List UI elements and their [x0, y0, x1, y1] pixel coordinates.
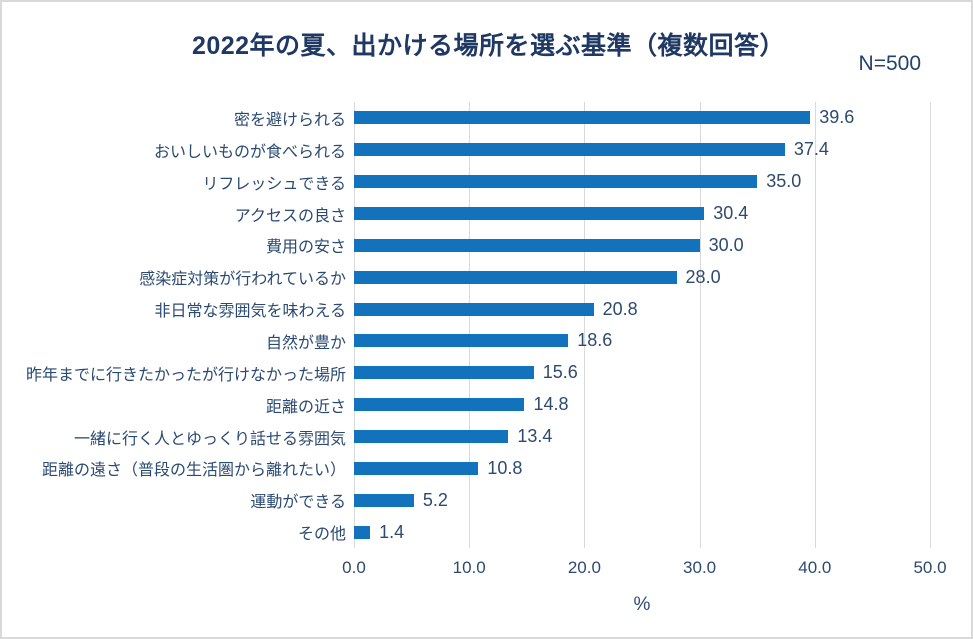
value-label: 39.6	[819, 107, 855, 128]
chart-title: 2022年の夏、出かける場所を選ぶ基準（複数回答）	[191, 32, 786, 60]
bar-track: 39.6	[354, 102, 971, 134]
value-label: 30.0	[708, 234, 744, 255]
category-label: その他	[297, 526, 346, 544]
value-label: 37.4	[793, 139, 829, 160]
bar-row: 距離の遠さ（普段の生活圏から離れたい） 10.8	[2, 452, 971, 484]
x-tick-label: 50.0	[913, 558, 947, 577]
value-label: 15.6	[542, 362, 578, 383]
bar-row: おいしいものが食べられる 37.4	[2, 134, 971, 166]
value-label: 18.6	[577, 330, 613, 351]
bar-row: 非日常な雰囲気を味わえる 20.8	[2, 293, 971, 325]
bar-track: 13.4	[354, 421, 971, 453]
bar	[354, 302, 594, 316]
bar	[354, 461, 479, 475]
bar-row: その他 1.4	[2, 516, 971, 548]
category-label: アクセスの良さ	[234, 207, 346, 225]
category-label: 費用の安さ	[265, 239, 346, 257]
bar-track: 14.8	[354, 389, 971, 421]
x-axis-ticks: 0.0 10.0 20.0 30.0 40.0 50.0	[342, 558, 946, 580]
bar-track: 5.2	[354, 484, 971, 516]
bar-track: 30.0	[354, 229, 971, 261]
bar-row: 一緒に行く人とゆっくり話せる雰囲気 13.4	[2, 421, 971, 453]
bar-track: 1.4	[354, 516, 971, 548]
x-tick-label: 10.0	[452, 558, 486, 577]
gridline	[354, 102, 355, 548]
x-tick-label: 30.0	[683, 558, 717, 577]
bar-track: 28.0	[354, 261, 971, 293]
bar	[354, 270, 677, 284]
category-label: 非日常な雰囲気を味わえる	[154, 303, 346, 321]
bar-row: 自然が豊か 18.6	[2, 325, 971, 357]
bar-row: 運動ができる 5.2	[2, 484, 971, 516]
bar-row: 昨年までに行きたかったが行けなかった場所 15.6	[2, 357, 971, 389]
category-label: 距離の近さ	[265, 398, 346, 416]
x-axis-label: %	[633, 594, 651, 615]
bar-track: 10.8	[354, 452, 971, 484]
x-tick-label: 40.0	[798, 558, 832, 577]
bar-track: 18.6	[354, 325, 971, 357]
gridline	[584, 102, 586, 548]
bar	[354, 238, 700, 252]
bar	[354, 334, 569, 348]
value-label: 5.2	[422, 489, 448, 510]
bar-row: 距離の近さ 14.8	[2, 389, 971, 421]
bar-track: 20.8	[354, 293, 971, 325]
bar	[354, 366, 534, 380]
bar	[354, 111, 811, 125]
bar-row: アクセスの良さ 30.4	[2, 198, 971, 230]
value-label: 35.0	[766, 171, 802, 192]
gridline	[930, 102, 931, 548]
bar-rows: 密を避けられる 39.6 おいしいものが食べられる 37.4 リフレッシュできる 35.0…	[2, 102, 971, 548]
bar-row: 密を避けられる 39.6	[2, 102, 971, 134]
gridline	[469, 102, 471, 548]
value-label: 30.4	[713, 203, 749, 223]
gridline	[699, 102, 701, 548]
bar-row: 感染症対策が行われているか 28.0	[2, 261, 971, 293]
value-label: 1.4	[379, 521, 405, 542]
bar	[354, 207, 705, 220]
x-tick-label: 0.0	[342, 558, 366, 577]
value-label: 14.8	[533, 394, 569, 415]
category-label: 昨年までに行きたかったが行けなかった場所	[25, 366, 346, 384]
category-label: リフレッシュできる	[202, 175, 346, 193]
bar	[354, 175, 758, 189]
bar	[354, 493, 414, 507]
category-label: 距離の遠さ（普段の生活圏から離れたい）	[41, 462, 346, 480]
gridline	[814, 102, 816, 548]
bar-track: 15.6	[354, 357, 971, 389]
category-label: 自然が豊か	[265, 334, 346, 352]
sample-size-label: N=500	[858, 52, 921, 75]
bar	[354, 525, 371, 539]
category-label: おいしいものが食べられる	[153, 143, 346, 161]
bar-track: 30.4	[354, 198, 971, 230]
bar-row: リフレッシュできる 35.0	[2, 166, 971, 198]
value-label: 10.8	[487, 457, 523, 478]
plot-area	[354, 102, 931, 548]
bar-row: 費用の安さ 30.0	[2, 229, 971, 261]
category-label: 運動ができる	[250, 494, 346, 512]
bar-track: 35.0	[354, 166, 971, 198]
category-label: 密を避けられる	[233, 111, 346, 129]
bar	[354, 143, 785, 157]
bar-track: 37.4	[354, 134, 971, 166]
bar	[354, 398, 525, 412]
bar	[354, 430, 509, 444]
value-label: 20.8	[602, 298, 638, 319]
category-label: 一緒に行く人とゆっくり話せる雰囲気	[73, 430, 346, 448]
x-tick-label: 20.0	[567, 558, 601, 577]
value-label: 13.4	[517, 426, 553, 447]
category-label: 感染症対策が行われているか	[139, 271, 346, 289]
value-label: 28.0	[685, 266, 721, 287]
